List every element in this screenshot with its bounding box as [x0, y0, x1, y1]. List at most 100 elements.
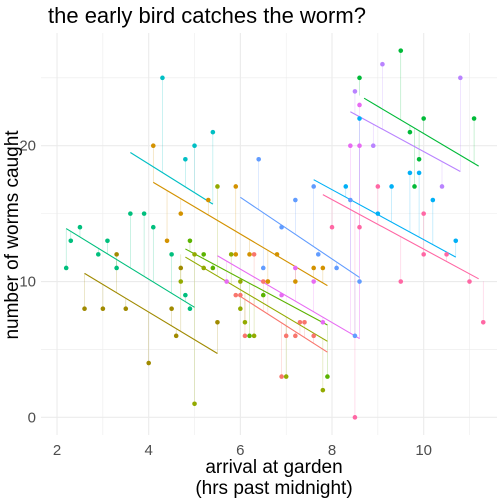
data-point [357, 279, 362, 284]
data-point [293, 265, 298, 271]
data-point [467, 279, 472, 284]
data-point [251, 333, 257, 339]
data-point [320, 319, 326, 325]
grid [41, 33, 497, 435]
data-point [480, 319, 486, 325]
data-point [233, 252, 239, 257]
data-point [293, 279, 298, 284]
data-point [283, 333, 289, 339]
x-axis-label-line1: arrival at garden [205, 457, 342, 478]
data-point [416, 170, 422, 176]
y-tick-label: 10 [19, 274, 36, 291]
data-point [407, 170, 413, 176]
data-point [370, 143, 376, 149]
data-point [421, 211, 426, 216]
data-point [242, 319, 248, 325]
data-point [352, 89, 358, 94]
data-point [260, 279, 266, 284]
data-point [173, 333, 179, 339]
data-point [233, 292, 239, 298]
data-point [302, 319, 307, 325]
data-point [375, 184, 381, 189]
data-point [439, 184, 445, 189]
data-point [178, 265, 184, 271]
fit-line [130, 152, 214, 205]
data-point [192, 143, 197, 149]
data-point [357, 116, 362, 121]
y-tick-label: 0 [28, 409, 36, 426]
data-point [320, 387, 326, 393]
x-tick-label: 4 [145, 442, 153, 459]
data-point [187, 306, 193, 311]
data-point [279, 224, 284, 230]
x-tick-label: 6 [236, 442, 244, 459]
data-point [192, 401, 197, 407]
data-point [242, 333, 248, 339]
data-point [205, 197, 211, 203]
data-points [63, 48, 486, 420]
data-point [311, 184, 316, 189]
fit-line [185, 248, 328, 326]
data-point [95, 252, 101, 257]
data-point [311, 265, 316, 271]
data-point [320, 265, 326, 271]
data-point [183, 292, 188, 298]
data-point [375, 211, 381, 216]
data-point [224, 279, 229, 284]
data-point [128, 211, 133, 216]
data-point [251, 252, 257, 257]
data-point [238, 292, 243, 298]
data-point [357, 143, 362, 149]
data-point [421, 116, 426, 121]
data-point [471, 116, 477, 121]
data-point [297, 319, 303, 325]
fit-line [65, 228, 195, 308]
data-point [453, 238, 459, 244]
data-point [100, 306, 106, 311]
data-point [352, 415, 358, 420]
data-point [421, 252, 426, 257]
data-point [238, 279, 243, 284]
data-point [169, 252, 174, 257]
data-point [114, 265, 119, 271]
data-point [233, 184, 239, 189]
data-point [398, 48, 404, 53]
fit-line [313, 179, 457, 258]
data-point [210, 265, 216, 271]
fit-line [217, 255, 360, 340]
data-point [238, 306, 243, 311]
data-point [311, 279, 316, 284]
data-point [265, 279, 271, 284]
data-point [279, 292, 284, 298]
data-point [357, 75, 362, 81]
tick-labels: 2 4 6 8 10 0 10 20 [19, 138, 432, 459]
data-point [68, 238, 74, 244]
x-tick-label: 10 [415, 442, 432, 459]
data-point [256, 157, 261, 162]
data-point [150, 143, 156, 149]
y-tick-label: 20 [19, 138, 36, 155]
data-point [260, 265, 266, 271]
data-point [274, 252, 280, 257]
data-point [407, 129, 413, 135]
data-point [123, 306, 129, 311]
data-point [215, 319, 220, 325]
data-point [82, 306, 87, 311]
data-point [201, 265, 206, 271]
data-point [247, 333, 252, 339]
data-point [77, 224, 83, 230]
data-point [325, 374, 330, 379]
data-point [343, 184, 349, 189]
fit-line [185, 256, 328, 342]
data-point [150, 224, 156, 230]
data-point [105, 238, 110, 244]
data-point [63, 265, 69, 271]
data-point [164, 238, 170, 244]
x-tick-label: 8 [328, 442, 336, 459]
data-point [178, 279, 184, 284]
data-point [279, 374, 284, 379]
data-point [141, 211, 147, 216]
data-point [210, 129, 216, 135]
fit-line [153, 181, 328, 287]
